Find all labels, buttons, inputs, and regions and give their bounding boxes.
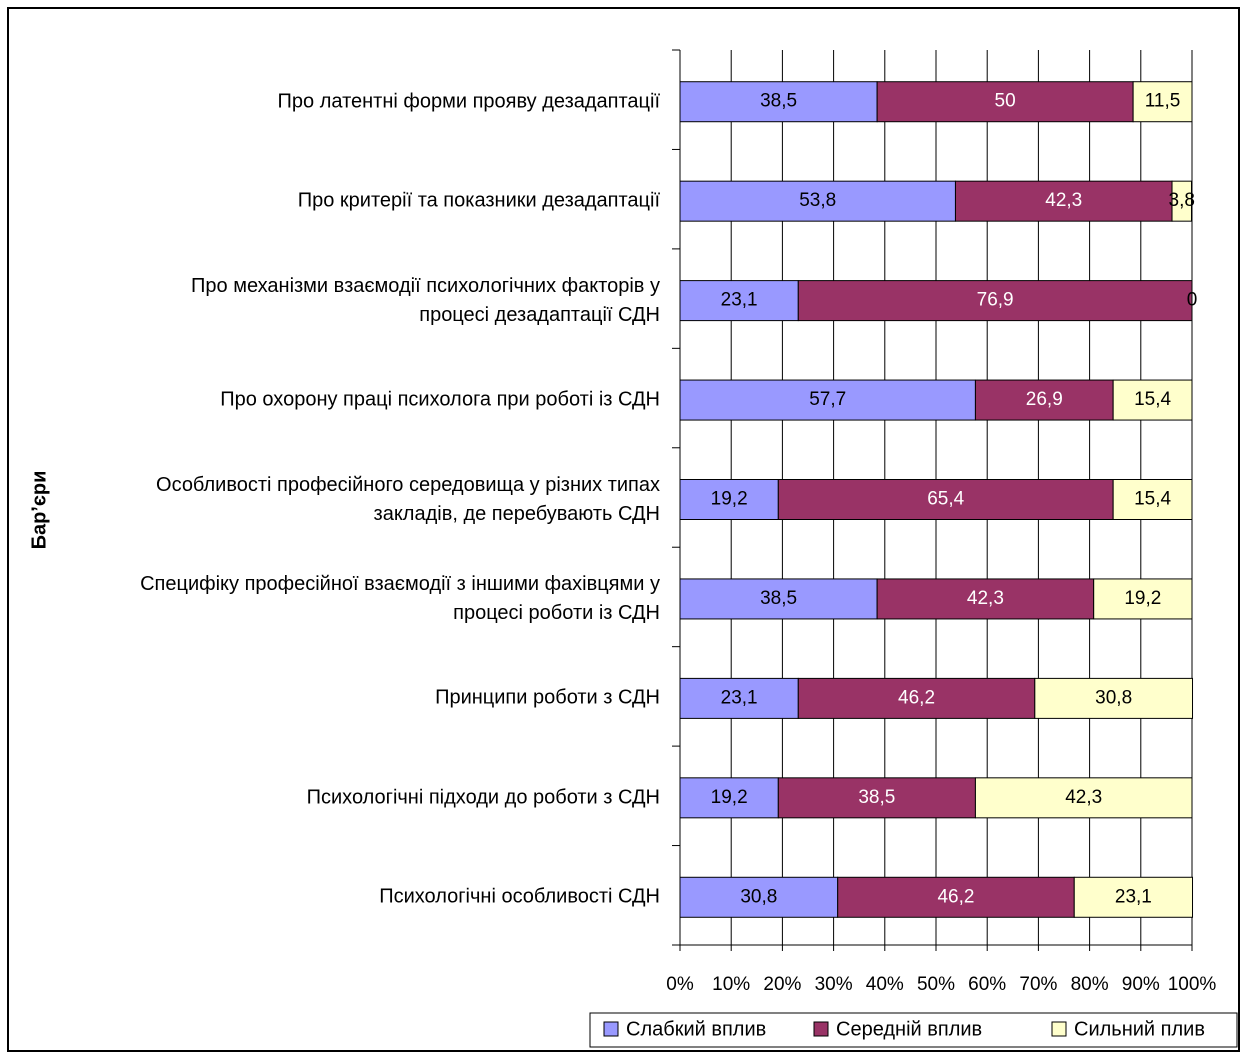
bar-segment: [837, 876, 1075, 918]
bar-segment: [1034, 677, 1194, 719]
x-tick-label: 10%: [712, 974, 750, 995]
data-label: 19,2: [711, 489, 748, 510]
data-label: 42,3: [967, 588, 1004, 609]
x-tick-label: 80%: [1071, 974, 1109, 995]
y-tick-label: Про механізми взаємодії психологічних фа…: [191, 274, 660, 326]
data-label: 38,5: [760, 588, 797, 609]
data-label: 15,4: [1134, 389, 1171, 410]
bar-segment: [777, 777, 976, 819]
legend-box: [589, 1012, 1238, 1048]
bar-segment: [1132, 81, 1193, 123]
data-label: 53,8: [799, 190, 836, 211]
y-tick-label: Психологічні особливості СДН: [379, 885, 660, 908]
bar-segment: [1112, 379, 1193, 421]
data-label: 23,1: [721, 290, 758, 311]
frame: [7, 7, 1240, 1052]
bar-segment: [1171, 180, 1192, 222]
data-label: 65,4: [927, 489, 964, 510]
bar-segment: [1112, 479, 1193, 520]
data-label: 30,8: [740, 886, 777, 907]
bar-segment: [1093, 578, 1193, 620]
y-axis-label: Бар’єри: [28, 471, 50, 550]
bar-segment: [954, 180, 1173, 222]
y-tick-label: Про латентні форми прояву дезадаптації: [277, 90, 660, 113]
data-label: 26,9: [1026, 389, 1063, 410]
data-label: 23,1: [1115, 886, 1152, 907]
bar-segment: [679, 578, 878, 620]
y-tick-label: Принципи роботи з СДН: [435, 686, 660, 709]
legend-label: Середній вплив: [836, 1018, 982, 1040]
legend-label: Слабкий вплив: [626, 1018, 766, 1040]
x-tick-label: 40%: [866, 974, 904, 995]
bar-segment: [974, 777, 1193, 819]
data-label: 57,7: [809, 389, 846, 410]
bar-segment: [679, 379, 976, 421]
x-tick-label: 100%: [1168, 974, 1217, 995]
data-label: 15,4: [1134, 489, 1171, 510]
bar-segment: [797, 677, 1036, 719]
x-tick-label: 50%: [917, 974, 955, 995]
y-tick-label: Про критерії та показники дезадаптації: [297, 189, 660, 212]
data-label: 30,8: [1095, 687, 1132, 708]
x-tick-label: 30%: [815, 974, 853, 995]
data-label: 19,2: [1124, 588, 1161, 609]
data-label: 23,1: [721, 687, 758, 708]
data-label: 3,8: [1169, 190, 1195, 211]
legend-swatch: [1051, 1021, 1067, 1037]
data-label: 42,3: [1065, 787, 1102, 808]
legend-label: Сильний плив: [1074, 1018, 1205, 1040]
x-tick-label: 0%: [666, 974, 694, 995]
x-tick-label: 20%: [763, 974, 801, 995]
data-label: 46,2: [937, 886, 974, 907]
y-tick-label: Про охорону праці психолога при роботі і…: [220, 388, 660, 411]
bar-segment: [797, 280, 1193, 322]
data-label: 50: [995, 91, 1016, 112]
data-label: 11,5: [1145, 91, 1181, 112]
x-tick-label: 60%: [968, 974, 1006, 995]
data-label: 38,5: [760, 91, 797, 112]
y-tick-label: Психологічні підходи до роботи з СДН: [306, 786, 660, 809]
bar-segment: [777, 479, 1114, 520]
data-label: 0: [1187, 290, 1198, 311]
data-label: 19,2: [711, 787, 748, 808]
bar-segment: [679, 81, 878, 123]
data-label: 42,3: [1045, 190, 1082, 211]
data-label: 76,9: [977, 290, 1014, 311]
bar-segment: [1073, 876, 1194, 918]
data-label: 46,2: [898, 687, 935, 708]
y-tick-label: Специфіку професійної взаємодії з іншими…: [140, 572, 660, 624]
data-label: 38,5: [858, 787, 895, 808]
y-tick-label: Особливості професійного середовища у рі…: [156, 473, 660, 525]
bar-segment: [679, 479, 779, 520]
legend-swatch: [603, 1021, 619, 1037]
x-tick-label: 90%: [1122, 974, 1160, 995]
x-tick-label: 70%: [1019, 974, 1057, 995]
legend-swatch: [813, 1021, 829, 1037]
